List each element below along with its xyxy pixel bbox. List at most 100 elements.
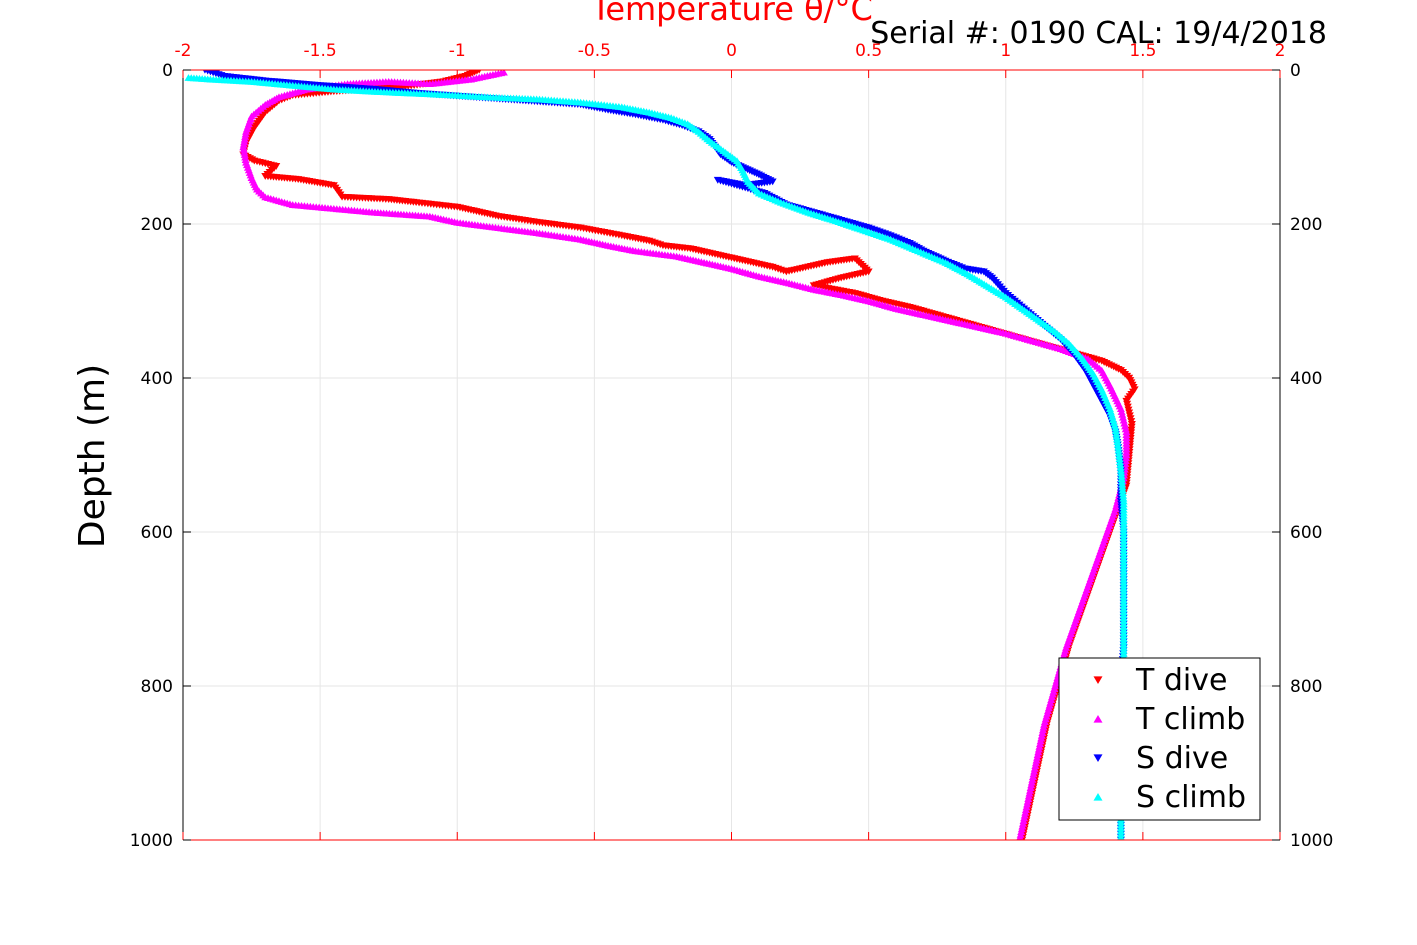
data-point	[1038, 726, 1047, 734]
data-point	[1021, 806, 1030, 813]
y-tick-label-right: 800	[1290, 677, 1322, 697]
data-point	[1023, 800, 1032, 808]
data-point	[1033, 753, 1042, 761]
data-point	[1021, 808, 1030, 816]
y-tick-label-right: 600	[1290, 523, 1322, 543]
data-point	[1118, 410, 1127, 418]
legend-label: S dive	[1136, 741, 1228, 776]
data-point	[1018, 822, 1027, 830]
data-point	[1028, 775, 1037, 783]
x-tick-label: 1	[1000, 41, 1011, 61]
data-point	[1121, 425, 1130, 433]
x-axis-title: Temperature θ/°C	[590, 0, 873, 28]
x-tick-label: -1.5	[304, 41, 337, 61]
data-point	[1116, 405, 1125, 412]
data-point	[1114, 446, 1123, 454]
data-point	[1112, 429, 1121, 437]
data-point	[1119, 416, 1128, 424]
data-point	[1113, 435, 1122, 443]
legend-marker	[1093, 714, 1103, 723]
data-point	[1025, 789, 1034, 797]
legend-box	[1058, 657, 1261, 821]
data-point	[1026, 786, 1035, 794]
data-point	[1017, 825, 1026, 833]
data-point	[1037, 734, 1046, 742]
legend-label: T climb	[1135, 702, 1245, 737]
data-point	[1030, 767, 1039, 775]
data-point	[1038, 729, 1047, 736]
y-tick-label-left: 0	[162, 61, 173, 81]
data-point	[1031, 759, 1040, 767]
data-point	[1122, 454, 1131, 462]
y-tick-label-left: 600	[141, 523, 173, 543]
data-point	[1114, 449, 1123, 457]
y-tick-label-left: 400	[141, 369, 173, 389]
data-point	[1122, 451, 1131, 459]
data-point	[1023, 797, 1032, 805]
data-point	[1040, 720, 1049, 728]
data-point	[1115, 452, 1124, 460]
data-point	[1116, 461, 1125, 468]
data-point	[1039, 723, 1048, 731]
data-point	[1027, 781, 1036, 789]
y-tick-label-right: 1000	[1290, 831, 1333, 851]
data-point	[1115, 455, 1124, 463]
data-point	[1017, 836, 1022, 840]
data-point	[1031, 762, 1040, 769]
legend-marker	[1093, 676, 1103, 685]
data-point	[1034, 745, 1043, 753]
y-tick-label-right: 0	[1290, 61, 1301, 81]
series-t-climb	[239, 70, 1131, 840]
data-point	[1019, 817, 1028, 824]
legend-marker	[1093, 754, 1103, 763]
data-point	[1020, 814, 1029, 822]
data-point	[1035, 742, 1044, 750]
data-point	[1030, 764, 1039, 772]
x-tick-label: 0	[726, 41, 737, 61]
legend-label: S climb	[1136, 780, 1246, 815]
data-point	[1036, 740, 1045, 747]
data-point	[1037, 731, 1046, 739]
data-point	[1018, 819, 1027, 827]
data-point	[1024, 792, 1033, 800]
data-point	[1016, 830, 1025, 838]
data-point	[1120, 419, 1129, 427]
y-tick-label-right: 400	[1290, 369, 1322, 389]
serial-annotation: Serial #: 0190 CAL: 19/4/2018	[870, 16, 1327, 51]
data-point	[1032, 756, 1041, 764]
data-point	[1016, 833, 1024, 840]
data-point	[1028, 773, 1037, 780]
data-point	[1113, 438, 1122, 445]
x-tick-label: -0.5	[578, 41, 611, 61]
data-point	[1029, 770, 1038, 778]
data-point	[1026, 784, 1035, 791]
data-point	[1115, 458, 1124, 465]
data-point	[1036, 737, 1045, 745]
data-point	[1024, 795, 1033, 802]
data-point	[1112, 432, 1121, 440]
data-point	[1027, 778, 1036, 786]
data-point	[1111, 427, 1120, 434]
x-tick-label: -1	[449, 41, 466, 61]
y-axis-title: Depth (m)	[72, 364, 113, 548]
data-point	[1020, 811, 1029, 819]
x-tick-label: -2	[175, 41, 192, 61]
data-point	[1113, 440, 1122, 448]
data-point	[1118, 836, 1124, 840]
data-point	[1017, 828, 1026, 835]
legend: T dive T climb S dive S climb	[1058, 657, 1261, 821]
x-tick-label: 0.5	[855, 41, 882, 61]
y-tick-label-right: 200	[1290, 215, 1322, 235]
data-point	[1118, 413, 1127, 421]
x-tick-label: 1.5	[1129, 41, 1156, 61]
data-point	[1034, 748, 1043, 756]
data-point	[1116, 463, 1125, 471]
y-tick-label-left: 800	[141, 677, 173, 697]
legend-marker	[1093, 792, 1103, 801]
y-tick-label-left: 200	[141, 215, 173, 235]
data-point	[1022, 803, 1031, 811]
data-point	[1114, 443, 1123, 451]
data-point	[1033, 751, 1042, 758]
